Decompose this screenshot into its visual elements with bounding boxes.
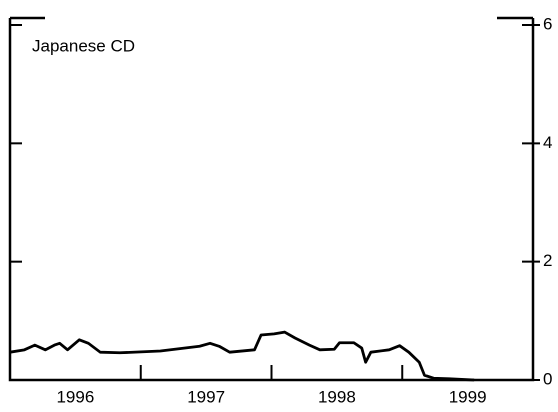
x-tick-label: 1997 <box>187 387 225 406</box>
annotation: Japanese CD <box>32 36 135 55</box>
data-line <box>9 330 475 382</box>
frame <box>8 16 535 382</box>
y-tick-label: 6 <box>543 14 552 33</box>
y-tick-label: 4 <box>543 133 552 152</box>
y-tick-label: 2 <box>543 251 552 270</box>
y-tick-label: 0 <box>543 369 552 388</box>
x-tick-label: 1996 <box>56 387 94 406</box>
x-tick-label: 1999 <box>449 387 487 406</box>
x-tick-label: 1998 <box>318 387 356 406</box>
